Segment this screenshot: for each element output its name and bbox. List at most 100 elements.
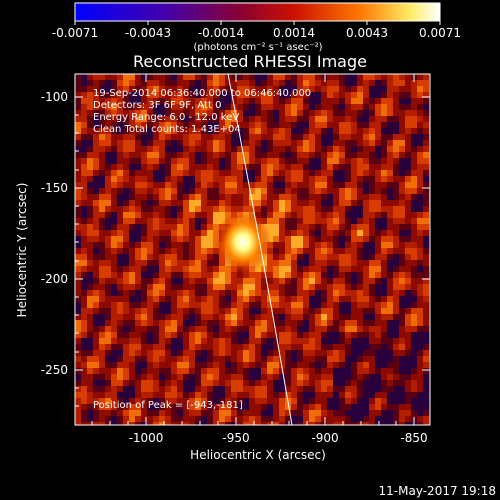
image-pixel bbox=[213, 176, 219, 182]
image-pixel bbox=[285, 320, 291, 326]
image-pixel bbox=[255, 410, 261, 416]
image-pixel bbox=[363, 140, 369, 146]
image-pixel bbox=[387, 128, 393, 134]
image-pixel bbox=[225, 326, 231, 332]
image-pixel bbox=[339, 188, 345, 194]
image-pixel bbox=[165, 140, 171, 146]
image-pixel bbox=[255, 200, 261, 206]
image-pixel bbox=[327, 152, 333, 158]
image-pixel bbox=[393, 344, 399, 350]
image-pixel bbox=[135, 380, 141, 386]
image-pixel bbox=[129, 182, 135, 188]
image-pixel bbox=[183, 266, 189, 272]
image-pixel bbox=[183, 116, 189, 122]
image-pixel bbox=[315, 224, 321, 230]
image-pixel bbox=[159, 272, 165, 278]
image-pixel bbox=[279, 230, 285, 236]
image-pixel bbox=[87, 296, 93, 302]
image-pixel bbox=[417, 176, 423, 182]
image-pixel bbox=[375, 404, 381, 410]
image-pixel bbox=[201, 356, 207, 362]
image-pixel bbox=[357, 416, 363, 422]
image-pixel bbox=[369, 110, 375, 116]
image-pixel bbox=[369, 236, 375, 242]
image-pixel bbox=[225, 308, 231, 314]
image-pixel bbox=[393, 170, 399, 176]
y-axis-ticks bbox=[75, 96, 430, 407]
image-pixel bbox=[315, 248, 321, 254]
image-pixel bbox=[93, 338, 99, 344]
image-pixel bbox=[393, 212, 399, 218]
image-pixel bbox=[369, 170, 375, 176]
image-pixel bbox=[285, 80, 291, 86]
image-pixel bbox=[303, 380, 309, 386]
image-pixel bbox=[417, 236, 423, 242]
image-pixel bbox=[369, 206, 375, 212]
image-pixel bbox=[291, 386, 297, 392]
image-pixel bbox=[417, 80, 423, 86]
image-pixel bbox=[225, 92, 231, 98]
image-pixel bbox=[93, 170, 99, 176]
image-pixel bbox=[129, 296, 135, 302]
image-pixel bbox=[207, 128, 213, 134]
image-pixel bbox=[207, 266, 213, 272]
image-pixel bbox=[147, 86, 153, 92]
image-pixel bbox=[207, 236, 213, 242]
image-pixel bbox=[177, 236, 183, 242]
image-pixel bbox=[321, 392, 327, 398]
image-pixel bbox=[171, 326, 177, 332]
image-pixel bbox=[99, 164, 105, 170]
image-pixel bbox=[93, 230, 99, 236]
image-pixel bbox=[393, 92, 399, 98]
image-pixel bbox=[375, 80, 381, 86]
image-pixel bbox=[207, 242, 213, 248]
image-pixel bbox=[249, 86, 255, 92]
image-pixel bbox=[93, 188, 99, 194]
image-pixel bbox=[111, 374, 117, 380]
image-pixel bbox=[123, 272, 129, 278]
image-pixel bbox=[411, 320, 417, 326]
image-pixel bbox=[135, 260, 141, 266]
image-pixel bbox=[255, 164, 261, 170]
image-pixel bbox=[171, 398, 177, 404]
image-pixel bbox=[411, 350, 417, 356]
image-pixel bbox=[237, 326, 243, 332]
image-pixel bbox=[153, 122, 159, 128]
image-pixel bbox=[153, 332, 159, 338]
image-pixel bbox=[111, 266, 117, 272]
image-pixel bbox=[255, 146, 261, 152]
image-pixel bbox=[225, 86, 231, 92]
image-pixel bbox=[105, 368, 111, 374]
image-pixel bbox=[297, 290, 303, 296]
image-pixel bbox=[321, 152, 327, 158]
image-pixel bbox=[195, 374, 201, 380]
image-pixel bbox=[273, 386, 279, 392]
image-pixel bbox=[237, 296, 243, 302]
image-pixel bbox=[393, 176, 399, 182]
image-pixel bbox=[243, 86, 249, 92]
image-pixel bbox=[141, 86, 147, 92]
image-pixel bbox=[249, 314, 255, 320]
image-pixel bbox=[225, 320, 231, 326]
image-pixel bbox=[177, 170, 183, 176]
image-pixel bbox=[75, 308, 81, 314]
image-pixel bbox=[249, 410, 255, 416]
image-pixel bbox=[129, 170, 135, 176]
image-pixel bbox=[213, 86, 219, 92]
image-pixel bbox=[279, 314, 285, 320]
image-pixel bbox=[237, 398, 243, 404]
image-pixel bbox=[309, 74, 315, 80]
image-pixel bbox=[411, 386, 417, 392]
image-pixel bbox=[273, 218, 279, 224]
image-pixel bbox=[417, 422, 423, 425]
image-pixel bbox=[189, 236, 195, 242]
image-pixel bbox=[207, 302, 213, 308]
image-pixel bbox=[261, 410, 267, 416]
image-pixel bbox=[273, 200, 279, 206]
image-pixel bbox=[345, 380, 351, 386]
image-pixel bbox=[75, 284, 81, 290]
image-pixel bbox=[243, 104, 249, 110]
image-pixel bbox=[93, 332, 99, 338]
image-pixel bbox=[285, 104, 291, 110]
image-pixel bbox=[249, 344, 255, 350]
